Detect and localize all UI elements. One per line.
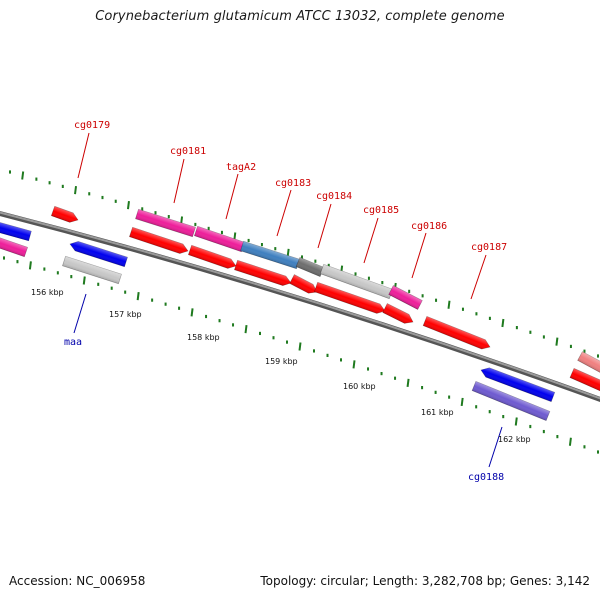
feature-small-red[interactable] bbox=[50, 205, 79, 224]
feature-cg0181-magenta[interactable] bbox=[135, 208, 196, 238]
gene-label-cg0188[interactable]: cg0188 bbox=[468, 472, 504, 483]
outer-tick-ring bbox=[9, 170, 599, 358]
inner-major-tick bbox=[352, 360, 356, 369]
tick-label-161: 161 kbp bbox=[421, 408, 454, 417]
feature-cg0183-steel[interactable] bbox=[240, 240, 300, 270]
feature-taga2-red[interactable] bbox=[187, 244, 237, 270]
inner-major-tick bbox=[298, 342, 302, 351]
tick-label-160: 160 kbp bbox=[343, 382, 376, 391]
genome-backbone bbox=[0, 210, 600, 403]
feature-cg0186-magenta[interactable] bbox=[388, 285, 423, 310]
tick-label-157: 157 kbp bbox=[109, 310, 142, 319]
outer-major-tick bbox=[126, 200, 130, 210]
gene-label-cg0179[interactable]: cg0179 bbox=[74, 120, 110, 131]
tick-label-162: 162 kbp bbox=[498, 435, 531, 444]
feature-cg0184-darkgrey[interactable] bbox=[295, 256, 325, 278]
gene-label-cg0184[interactable]: cg0184 bbox=[316, 191, 352, 202]
accession-text: Accession: NC_006958 bbox=[9, 574, 146, 588]
inner-tick-ring bbox=[3, 256, 599, 454]
feature-taga2-magenta[interactable] bbox=[194, 225, 245, 253]
outer-major-tick bbox=[74, 185, 78, 195]
inner-major-tick bbox=[568, 437, 572, 446]
inner-major-tick bbox=[406, 378, 410, 388]
gene-label-cg0187[interactable]: cg0187 bbox=[471, 242, 507, 253]
feature-cg0188-purple[interactable] bbox=[471, 380, 551, 422]
map-title: Corynebacterium glutamicum ATCC 13032, c… bbox=[95, 9, 505, 24]
feature-left-blue[interactable] bbox=[0, 220, 32, 242]
inner-major-tick bbox=[244, 325, 248, 334]
feature-cg0181-red[interactable] bbox=[129, 226, 189, 255]
feature-cg0188-blue[interactable] bbox=[479, 365, 556, 403]
feature-cg0185-grey[interactable] bbox=[319, 263, 394, 300]
label-leaders bbox=[73, 132, 503, 468]
feature-left-magenta[interactable] bbox=[0, 235, 29, 258]
inner-major-tick bbox=[190, 308, 194, 317]
gene-label-taga2[interactable]: tagA2 bbox=[226, 162, 256, 173]
tick-label-156: 156 kbp bbox=[31, 288, 64, 297]
feature-cg0185-red[interactable] bbox=[313, 281, 386, 315]
feature-maa-grey[interactable] bbox=[62, 255, 122, 285]
gene-label-cg0185[interactable]: cg0185 bbox=[363, 205, 399, 216]
tick-label-158: 158 kbp bbox=[187, 333, 220, 342]
inner-major-tick bbox=[460, 397, 464, 407]
outer-major-tick bbox=[21, 171, 25, 180]
tick-label-159: 159 kbp bbox=[265, 357, 298, 366]
gene-features[interactable] bbox=[0, 205, 600, 422]
feature-cg0186-red[interactable] bbox=[382, 303, 415, 327]
gene-label-cg0183[interactable]: cg0183 bbox=[275, 178, 311, 189]
inner-major-tick bbox=[82, 276, 86, 285]
gene-label-cg0181[interactable]: cg0181 bbox=[170, 146, 206, 157]
outer-major-tick bbox=[555, 337, 559, 346]
feature-cg0183-red[interactable] bbox=[234, 259, 292, 288]
gene-label-cg0186[interactable]: cg0186 bbox=[411, 221, 447, 232]
gene-label-maa[interactable]: maa bbox=[64, 337, 82, 348]
outer-major-tick bbox=[447, 300, 451, 309]
outer-major-tick bbox=[501, 318, 505, 328]
topology-text: Topology: circular; Length: 3,282,708 bp… bbox=[260, 574, 590, 588]
feature-cg0187-red[interactable] bbox=[422, 315, 492, 351]
inner-major-tick bbox=[136, 291, 140, 301]
feature-right-pink[interactable] bbox=[577, 351, 600, 375]
feature-right-red[interactable] bbox=[569, 368, 600, 393]
inner-major-tick bbox=[514, 417, 518, 426]
feature-cg0184-red[interactable] bbox=[289, 274, 320, 297]
feature-maa-blue[interactable] bbox=[68, 239, 128, 268]
inner-major-tick bbox=[28, 261, 32, 270]
